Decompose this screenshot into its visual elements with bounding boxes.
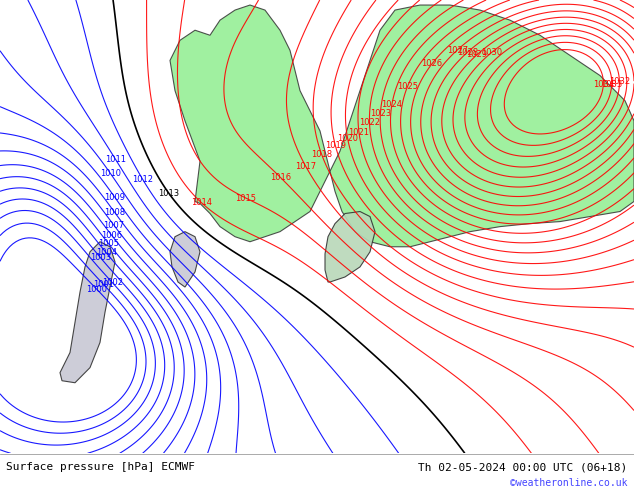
Polygon shape	[330, 5, 634, 247]
Polygon shape	[60, 242, 115, 383]
Point	[0, 449, 5, 457]
Text: 1004: 1004	[96, 248, 117, 257]
Text: 1005: 1005	[98, 239, 119, 248]
Text: 1033: 1033	[601, 80, 623, 89]
Text: Surface pressure [hPa] ECMWF: Surface pressure [hPa] ECMWF	[6, 463, 195, 472]
Text: 1021: 1021	[349, 127, 370, 137]
Point	[0, 449, 5, 457]
Polygon shape	[170, 5, 330, 242]
Point	[0, 449, 5, 457]
Text: 1002: 1002	[101, 278, 122, 287]
Text: 1020: 1020	[337, 134, 358, 144]
Polygon shape	[325, 212, 375, 282]
Text: 1014: 1014	[191, 198, 212, 207]
Text: 1012: 1012	[133, 175, 153, 184]
Point	[0, 449, 5, 457]
Point	[0, 449, 5, 457]
Point	[0, 449, 5, 457]
Text: 1029: 1029	[467, 50, 488, 59]
Text: 1022: 1022	[359, 119, 380, 127]
Text: 1009: 1009	[104, 193, 125, 201]
Text: 1008: 1008	[104, 208, 126, 217]
Point	[0, 449, 5, 457]
Text: 1011: 1011	[105, 155, 126, 164]
Polygon shape	[170, 232, 200, 287]
Point	[0, 449, 5, 457]
Point	[0, 449, 5, 457]
Point	[0, 449, 5, 457]
Text: 1018: 1018	[311, 150, 332, 159]
Point	[0, 449, 5, 457]
Point	[0, 449, 5, 457]
Point	[0, 449, 5, 457]
Text: 1027: 1027	[446, 46, 468, 54]
Text: 1003: 1003	[89, 253, 111, 262]
Point	[0, 449, 5, 457]
Text: 1032: 1032	[609, 77, 630, 87]
Point	[0, 449, 5, 457]
Point	[0, 449, 5, 457]
Text: 1001: 1001	[93, 280, 114, 289]
Text: 1023: 1023	[370, 109, 391, 119]
Text: 1019: 1019	[325, 141, 346, 150]
Text: 1010: 1010	[100, 169, 120, 177]
Point	[0, 449, 5, 457]
Point	[0, 449, 5, 457]
Text: 1028: 1028	[456, 48, 478, 57]
Text: 1034: 1034	[593, 80, 614, 89]
Text: 1007: 1007	[103, 221, 125, 230]
Point	[0, 449, 5, 457]
Text: 1013: 1013	[158, 189, 179, 198]
Text: 1016: 1016	[270, 173, 291, 182]
Text: 1006: 1006	[101, 231, 122, 240]
Point	[0, 449, 5, 457]
Point	[0, 449, 5, 457]
Point	[0, 449, 5, 457]
Point	[0, 449, 5, 457]
Text: 1030: 1030	[481, 48, 502, 57]
Text: ©weatheronline.co.uk: ©weatheronline.co.uk	[510, 478, 628, 488]
Text: 1025: 1025	[397, 82, 418, 91]
Text: 1017: 1017	[295, 162, 316, 171]
Point	[0, 449, 5, 457]
Point	[0, 449, 5, 457]
Point	[0, 449, 5, 457]
Text: 1026: 1026	[422, 59, 443, 68]
Text: 1015: 1015	[236, 194, 257, 203]
Text: 1024: 1024	[382, 100, 403, 109]
Point	[0, 449, 5, 457]
Point	[0, 449, 5, 457]
Point	[0, 449, 5, 457]
Point	[0, 449, 5, 457]
Point	[0, 449, 5, 457]
Text: Th 02-05-2024 00:00 UTC (06+18): Th 02-05-2024 00:00 UTC (06+18)	[418, 463, 628, 472]
Point	[0, 449, 5, 457]
Point	[0, 449, 5, 457]
Text: 1000: 1000	[86, 285, 107, 294]
Point	[0, 449, 5, 457]
Point	[0, 449, 5, 457]
